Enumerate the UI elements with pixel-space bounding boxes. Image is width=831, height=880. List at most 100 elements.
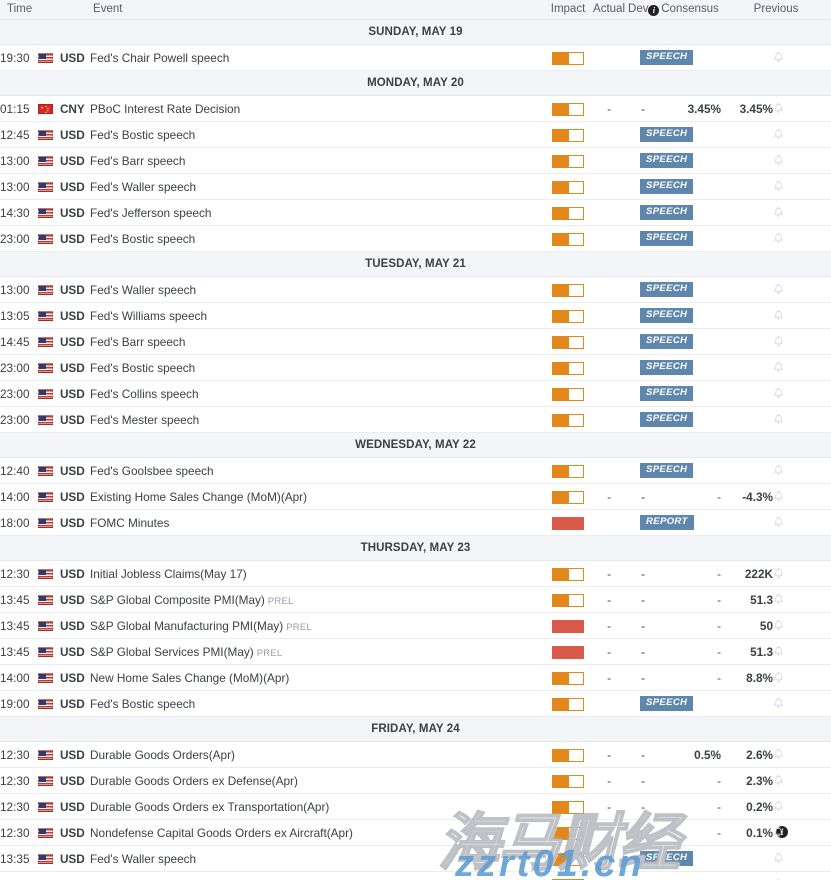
impact-indicator-medium[interactable] <box>552 490 585 504</box>
column-header-actual[interactable]: Actual <box>591 0 628 20</box>
event-type-badge[interactable]: SPEECH <box>640 851 694 867</box>
event-name[interactable]: Fed's Collins speech <box>90 386 199 401</box>
event-name[interactable]: Fed's Jefferson speech <box>90 205 212 220</box>
column-header-time[interactable]: Time <box>0 0 91 20</box>
event-type-badge[interactable]: SPEECH <box>640 153 694 169</box>
alert-bell-icon[interactable] <box>773 51 784 65</box>
event-cell[interactable]: New Home Sales Change (MoM)(Apr) <box>90 664 546 691</box>
event-name[interactable]: Fed's Bostic speech <box>90 360 196 375</box>
table-row[interactable]: 23:00 USD Fed's Collins speech SPEECH <box>0 380 831 407</box>
event-name[interactable]: Fed's Bostic speech <box>90 127 196 142</box>
alert-bell-icon[interactable] <box>773 206 784 220</box>
event-type-badge[interactable]: SPEECH <box>640 412 694 428</box>
event-name[interactable]: Fed's Goolsbee speech <box>90 463 214 478</box>
event-name[interactable]: S&P Global Services PMI(May) <box>90 644 254 659</box>
event-name[interactable]: FOMC Minutes <box>90 515 170 530</box>
table-row[interactable]: 13:45 USD S&P Global Services PMI(May) PREL… <box>0 638 831 665</box>
impact-indicator-medium[interactable] <box>552 361 585 375</box>
alert-cell[interactable] <box>773 354 831 381</box>
event-cell[interactable]: Fed's Bostic speech <box>90 690 546 717</box>
event-cell[interactable]: Fed's Bostic speech <box>90 225 546 252</box>
alert-bell-icon[interactable] <box>773 180 784 194</box>
impact-indicator-medium[interactable] <box>552 102 585 116</box>
event-cell[interactable]: Fed's Collins speech <box>90 380 546 407</box>
alert-bell-icon[interactable] <box>773 826 784 840</box>
event-cell[interactable]: Fed's Bostic speech <box>90 354 546 381</box>
table-row[interactable]: 18:00 USD FOMC Minutes REPORT <box>0 509 831 536</box>
alert-bell-icon[interactable] <box>773 309 784 323</box>
alert-cell[interactable] <box>773 612 831 639</box>
event-cell[interactable]: Fed's Bostic speech <box>90 121 546 148</box>
alert-cell[interactable] <box>773 380 831 407</box>
alert-bell-icon[interactable] <box>773 645 784 659</box>
alert-cell[interactable] <box>773 560 831 587</box>
alert-cell[interactable] <box>773 457 831 484</box>
table-row[interactable]: 12:45 USD Fed's Bostic speech SPEECH <box>0 121 831 148</box>
event-cell[interactable]: Fed's Waller speech <box>90 173 546 200</box>
impact-indicator-medium[interactable] <box>552 51 585 65</box>
alert-bell-icon[interactable] <box>773 619 784 633</box>
event-type-badge[interactable]: SPEECH <box>640 231 694 247</box>
alert-cell[interactable] <box>773 95 831 122</box>
alert-cell[interactable] <box>773 819 831 846</box>
table-row[interactable]: 12:30 USD Durable Goods Orders ex Defense(… <box>0 767 831 794</box>
event-type-badge[interactable]: SPEECH <box>640 386 694 402</box>
table-row[interactable]: 12:30 USD Initial Jobless Claims(May 17) - -… <box>0 560 831 587</box>
alert-cell[interactable] <box>773 690 831 717</box>
alert-bell-icon[interactable] <box>773 697 784 711</box>
alert-bell-icon[interactable] <box>773 128 784 142</box>
alert-cell[interactable] <box>773 173 831 200</box>
event-cell[interactable]: Durable Goods Orders ex Defense(Apr) <box>90 767 546 794</box>
alert-cell[interactable] <box>773 199 831 226</box>
event-name[interactable]: Durable Goods Orders ex Transportation(A… <box>90 799 330 814</box>
event-type-badge[interactable]: SPEECH <box>640 205 694 221</box>
event-name[interactable]: Fed's Chair Powell speech <box>90 50 230 65</box>
alert-cell[interactable] <box>773 302 831 329</box>
impact-indicator-medium[interactable] <box>552 387 585 401</box>
event-type-badge[interactable]: REPORT <box>640 515 694 531</box>
column-header-dev[interactable]: Dev i <box>627 0 660 20</box>
table-row[interactable]: 23:00 USD Fed's Mester speech SPEECH <box>0 406 831 433</box>
impact-indicator-medium[interactable] <box>552 232 585 246</box>
alert-cell[interactable] <box>773 664 831 691</box>
event-name[interactable]: Fed's Waller speech <box>90 282 197 297</box>
event-type-badge[interactable]: SPEECH <box>640 308 694 324</box>
event-cell[interactable]: Fed's Mester speech <box>90 406 546 433</box>
impact-indicator-medium[interactable] <box>552 593 585 607</box>
table-row[interactable]: 13:45 USD S&P Global Composite PMI(May) PRE… <box>0 586 831 613</box>
event-name[interactable]: Fed's Williams speech <box>90 308 208 323</box>
event-cell[interactable]: S&P Global Composite PMI(May) PREL <box>90 586 546 613</box>
event-cell[interactable]: S&P Global Services PMI(May) PREL <box>90 638 546 665</box>
alert-bell-icon[interactable] <box>773 748 784 762</box>
alert-cell[interactable] <box>773 483 831 510</box>
alert-bell-icon[interactable] <box>773 852 784 866</box>
event-cell[interactable]: S&P Global Manufacturing PMI(May) PREL <box>90 612 546 639</box>
impact-indicator-medium[interactable] <box>552 748 585 762</box>
alert-bell-icon[interactable] <box>773 464 784 478</box>
event-cell[interactable]: Fed's Waller speech <box>90 276 546 303</box>
table-row[interactable]: 13:00 USD Fed's Waller speech SPEECH <box>0 276 831 303</box>
event-type-badge[interactable]: SPEECH <box>640 696 694 712</box>
alert-cell[interactable] <box>773 741 831 768</box>
impact-indicator-medium[interactable] <box>552 309 585 323</box>
impact-indicator-medium[interactable] <box>552 878 585 880</box>
event-cell[interactable]: Michigan Consumer Sentiment Index(May) <box>90 871 546 880</box>
alert-cell[interactable] <box>773 586 831 613</box>
event-cell[interactable]: Fed's Jefferson speech <box>90 199 546 226</box>
alert-cell[interactable] <box>773 44 831 71</box>
event-name[interactable]: Durable Goods Orders(Apr) <box>90 747 235 762</box>
event-name[interactable]: Fed's Waller speech <box>90 851 197 866</box>
table-row[interactable]: 14:00 USD New Home Sales Change (MoM)(Apr)… <box>0 664 831 691</box>
impact-indicator-medium[interactable] <box>552 206 585 220</box>
alert-bell-icon[interactable] <box>773 567 784 581</box>
alert-cell[interactable] <box>773 509 831 536</box>
event-cell[interactable]: PBoC Interest Rate Decision <box>90 95 546 122</box>
impact-indicator-medium[interactable] <box>552 180 585 194</box>
event-name[interactable]: Durable Goods Orders ex Defense(Apr) <box>90 773 298 788</box>
table-row[interactable]: 13:05 USD Fed's Williams speech SPEECH <box>0 302 831 329</box>
alert-bell-icon[interactable] <box>773 102 784 116</box>
event-type-badge[interactable]: SPEECH <box>640 127 694 143</box>
event-name[interactable]: Michigan Consumer Sentiment Index(May) <box>90 878 314 880</box>
impact-indicator-medium[interactable] <box>552 413 585 427</box>
impact-indicator-high[interactable] <box>552 619 585 633</box>
